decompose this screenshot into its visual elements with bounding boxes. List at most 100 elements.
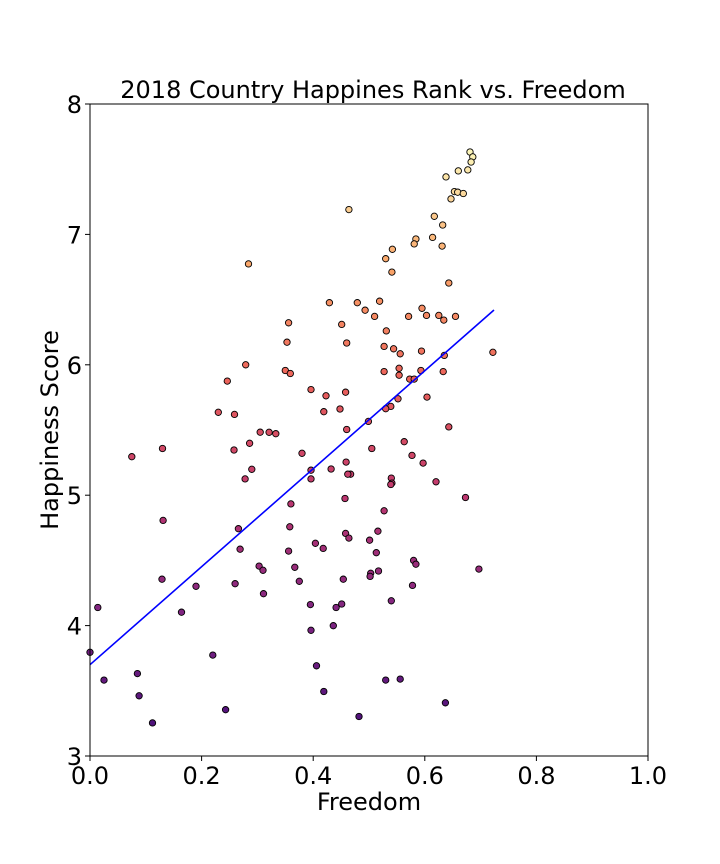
data-point — [430, 212, 438, 220]
data-point — [388, 245, 397, 253]
y-tick-label: 4 — [67, 613, 82, 641]
data-point — [286, 369, 294, 378]
data-point — [408, 581, 417, 590]
data-point — [380, 367, 388, 376]
data-point — [419, 459, 427, 467]
y-tick-label: 7 — [67, 221, 82, 249]
data-point — [158, 575, 166, 583]
data-point — [404, 312, 413, 321]
y-axis-label: Happiness Score — [36, 330, 64, 530]
data-point — [410, 240, 418, 248]
data-point — [230, 410, 239, 419]
data-point — [345, 534, 353, 542]
data-point — [242, 361, 250, 369]
data-point — [306, 600, 315, 609]
data-point — [307, 475, 315, 483]
data-point — [438, 242, 446, 250]
data-point — [286, 523, 294, 531]
y-tick-label: 6 — [67, 352, 82, 380]
data-point — [441, 699, 450, 707]
data-point — [265, 428, 273, 436]
data-point — [343, 425, 351, 434]
x-tick-label: 0.0 — [71, 762, 109, 790]
data-point — [344, 470, 352, 478]
data-point — [341, 388, 350, 396]
data-point — [307, 385, 315, 394]
data-point — [158, 444, 167, 453]
data-point — [329, 622, 337, 630]
data-point — [209, 651, 217, 659]
data-point — [380, 342, 388, 351]
y-tick-label: 8 — [67, 91, 82, 119]
data-point — [322, 392, 330, 400]
data-point — [440, 316, 448, 324]
data-point — [418, 304, 426, 312]
data-point — [133, 669, 142, 678]
data-point — [422, 311, 431, 320]
data-point — [412, 560, 420, 568]
data-point — [338, 320, 346, 329]
data-point — [231, 580, 239, 588]
data-point — [128, 453, 136, 461]
data-point — [394, 395, 402, 403]
data-point — [423, 393, 431, 401]
x-tick-label: 1.0 — [629, 762, 667, 790]
data-point — [396, 350, 404, 358]
data-point — [283, 338, 291, 346]
data-point — [214, 408, 222, 416]
data-point — [256, 428, 264, 436]
data-point — [388, 268, 396, 276]
data-point — [295, 577, 303, 585]
x-tick-label: 0.2 — [183, 762, 221, 790]
y-tick-label: 5 — [67, 482, 82, 510]
data-point — [319, 544, 327, 553]
data-point — [428, 233, 437, 242]
data-point — [387, 480, 395, 489]
data-point — [380, 507, 388, 515]
data-point — [461, 493, 470, 502]
data-point — [382, 255, 390, 263]
data-point — [244, 260, 253, 268]
data-point — [451, 312, 460, 321]
data-point — [177, 608, 186, 616]
y-ticks: 3 4 5 6 7 8 — [67, 91, 90, 771]
data-point — [100, 676, 108, 684]
data-point — [355, 712, 363, 721]
data-point — [396, 675, 404, 683]
data-point — [248, 465, 256, 473]
x-tick-label: 0.8 — [517, 762, 555, 790]
data-point — [287, 500, 295, 508]
data-point — [298, 449, 306, 457]
data-point — [439, 367, 447, 376]
data-point — [382, 676, 390, 684]
data-point — [400, 438, 408, 446]
data-point — [221, 706, 230, 714]
data-point — [435, 311, 443, 320]
data-point — [395, 371, 403, 379]
data-point — [408, 451, 416, 460]
chart-title: 2018 Country Happines Rank vs. Freedom — [120, 76, 625, 104]
data-point — [374, 527, 382, 535]
x-tick-label: 0.6 — [406, 762, 444, 790]
data-point — [325, 299, 334, 307]
x-ticks: 0.0 0.2 0.4 0.6 0.8 1.0 — [71, 756, 667, 790]
regression-layer — [89, 309, 495, 666]
data-point — [361, 306, 369, 314]
data-point — [445, 423, 453, 431]
data-point — [432, 478, 440, 486]
data-point — [236, 545, 244, 553]
data-point — [230, 446, 238, 454]
data-point — [372, 549, 380, 557]
data-point — [374, 567, 383, 575]
data-point — [307, 626, 315, 634]
x-axis-label: Freedom — [317, 788, 421, 816]
data-point — [395, 364, 403, 372]
data-point — [353, 299, 361, 307]
data-point — [345, 205, 353, 214]
data-point — [259, 590, 268, 598]
data-point — [445, 279, 453, 287]
data-point — [467, 158, 475, 166]
data-point — [311, 539, 320, 547]
data-point — [375, 297, 384, 305]
